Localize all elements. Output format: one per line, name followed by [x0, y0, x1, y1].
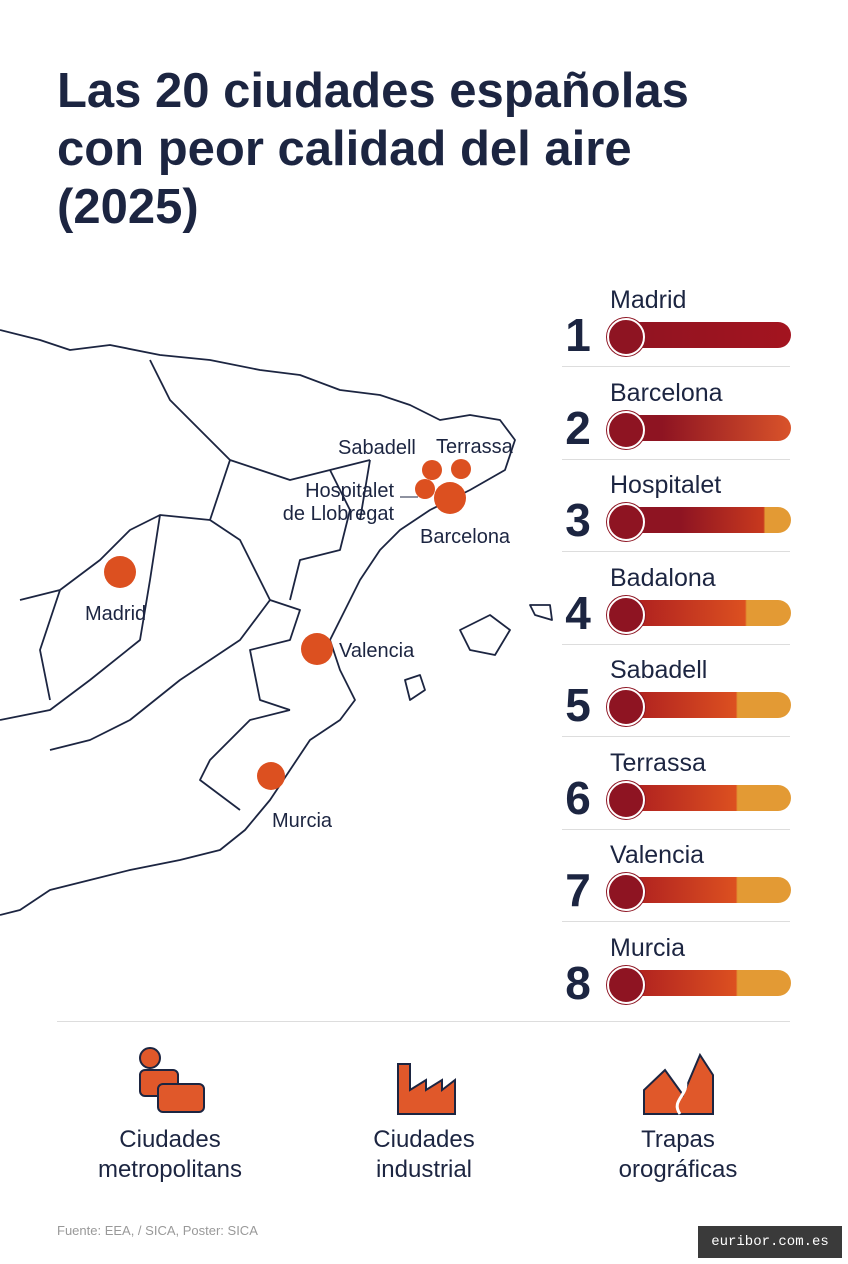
- icon: [607, 873, 645, 911]
- icon: [607, 780, 645, 819]
- map-label: Madrid: [85, 603, 146, 625]
- city-name: Valencia: [610, 841, 705, 869]
- category: Ciudades metropolitans: [70, 1125, 270, 1185]
- separator: [562, 828, 790, 830]
- icon: [607, 503, 645, 541]
- icon: [607, 688, 645, 726]
- category-label: Trapas: [641, 1126, 715, 1153]
- separator: [562, 736, 790, 737]
- ranking-row: 7 Valencia: [562, 841, 791, 945]
- title-line: con peor calidad del aire: [57, 122, 632, 176]
- category-label: Ciudades: [119, 1126, 221, 1153]
- category-label: industrial: [375, 1156, 473, 1183]
- icon: [607, 965, 645, 1004]
- icon: [607, 595, 645, 634]
- rank: 4: [565, 586, 591, 639]
- separator: [562, 366, 790, 367]
- ranking-row: 2 Barcelona: [562, 379, 791, 483]
- category-label: metropolitans: [97, 1156, 243, 1183]
- divider: [57, 1021, 790, 1022]
- category-label: Ciudades: [373, 1126, 475, 1153]
- category-icons: [139, 1047, 714, 1115]
- ranking-row: 5 Sabadell: [562, 656, 791, 760]
- title: Las 20 ciudades españolas con peor calid…: [57, 62, 689, 236]
- icon: [607, 410, 645, 449]
- map: Sabadell Terrassa Hospitalet de Llobrega…: [0, 329, 553, 916]
- map-label: Terrassa: [436, 436, 514, 458]
- separator: [562, 643, 790, 645]
- city-name: Badalona: [610, 563, 716, 592]
- ranking-row: 4 Badalona: [562, 564, 791, 668]
- ranking-row: 8 Murcia: [562, 934, 791, 1038]
- rank: 7: [565, 864, 591, 916]
- city-name: Murcia: [610, 933, 686, 962]
- map-label: Sabadell: [338, 437, 416, 459]
- city-name: Madrid: [610, 286, 687, 314]
- brand: euribor.com.es: [698, 1226, 842, 1258]
- rank: 5: [565, 679, 591, 731]
- category: Trapas orográficas: [578, 1125, 778, 1185]
- city-name: Terrassa: [610, 748, 706, 777]
- rank: 1: [565, 309, 591, 361]
- map-label: Hospitalet: [305, 480, 394, 502]
- ranking-row: 3 Hospitalet: [562, 471, 791, 575]
- separator: [562, 458, 790, 460]
- rank: 3: [565, 494, 591, 546]
- map-label: Murcia: [272, 810, 333, 832]
- city-name: Barcelona: [610, 378, 723, 407]
- ranking-row: 6 Terrassa: [562, 749, 791, 853]
- rank: 8: [565, 956, 591, 1009]
- map-label: Barcelona: [420, 526, 511, 548]
- icon: [607, 318, 645, 356]
- title-line: (2025): [57, 180, 199, 234]
- rank: 6: [565, 771, 591, 824]
- category-label: orográficas: [618, 1156, 738, 1183]
- category: Ciudades industrial: [324, 1125, 524, 1185]
- city-name: Hospitalet: [610, 471, 722, 499]
- source: Fuente: EEA, / SICA, Poster: SICA: [57, 1223, 258, 1238]
- separator: [562, 921, 790, 922]
- title-line: Las 20 ciudades españolas: [57, 64, 689, 118]
- ranking-row: 1 Madrid: [562, 286, 791, 390]
- city-name: Sabadell: [610, 656, 708, 684]
- separator: [562, 551, 790, 552]
- map-label: de Llobregat: [283, 503, 395, 525]
- rank: 2: [565, 401, 591, 454]
- map-label: Valencia: [339, 640, 415, 662]
